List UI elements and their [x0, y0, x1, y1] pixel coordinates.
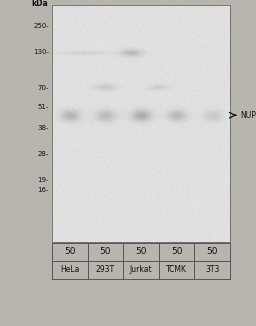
- Text: 293T: 293T: [96, 265, 115, 274]
- Text: 70-: 70-: [37, 85, 49, 91]
- Text: HeLa: HeLa: [60, 265, 79, 274]
- Text: 38-: 38-: [37, 125, 49, 131]
- Text: Jurkat: Jurkat: [130, 265, 152, 274]
- Text: TCMK: TCMK: [166, 265, 187, 274]
- Text: 250-: 250-: [33, 23, 49, 29]
- Text: kDa: kDa: [31, 0, 48, 8]
- Text: 19-: 19-: [37, 177, 49, 184]
- Text: 50: 50: [206, 247, 218, 257]
- Text: NUP43: NUP43: [240, 111, 256, 120]
- Text: 50: 50: [135, 247, 147, 257]
- Text: 16-: 16-: [37, 187, 49, 193]
- Bar: [52, 5, 230, 242]
- Text: 28-: 28-: [38, 151, 49, 157]
- Text: 3T3: 3T3: [205, 265, 219, 274]
- Text: 51-: 51-: [38, 104, 49, 110]
- Text: 50: 50: [64, 247, 76, 257]
- Text: 50: 50: [171, 247, 182, 257]
- Text: 50: 50: [100, 247, 111, 257]
- Text: 130-: 130-: [33, 50, 49, 55]
